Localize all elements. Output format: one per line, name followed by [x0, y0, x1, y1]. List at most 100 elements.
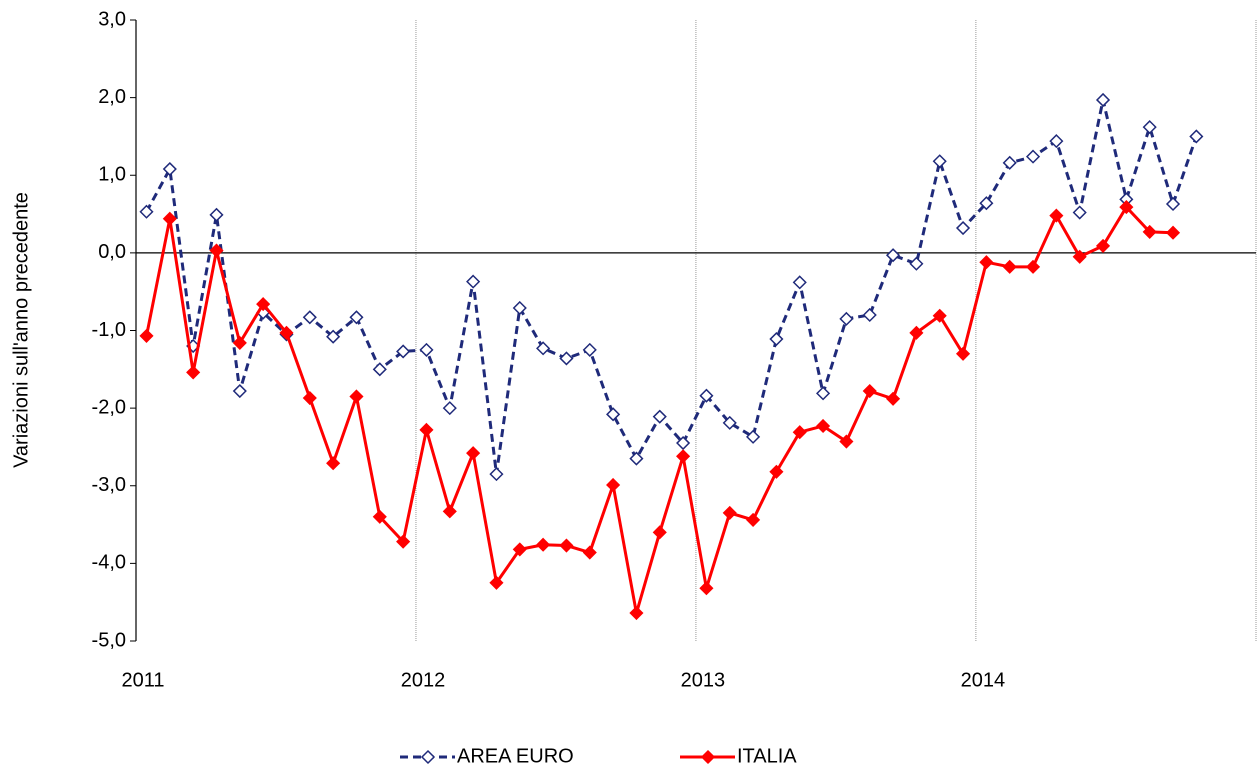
y-tick-label: -4,0 [92, 552, 126, 574]
point [885, 248, 901, 263]
legend-label: AREA EURO [457, 745, 574, 767]
point [559, 538, 574, 553]
point [419, 422, 434, 437]
point [1002, 155, 1017, 170]
y-tick-label: 0,0 [98, 241, 126, 263]
point [746, 429, 761, 444]
point [1049, 134, 1064, 149]
point [862, 307, 877, 323]
point [442, 504, 457, 519]
point [162, 161, 177, 177]
point [1025, 149, 1041, 164]
point [466, 274, 481, 289]
legend-label: ITALIA [737, 745, 797, 767]
point [1095, 92, 1111, 108]
point [1119, 200, 1134, 215]
point [979, 255, 994, 270]
point [839, 434, 854, 449]
point [162, 211, 177, 226]
point [769, 464, 784, 479]
point [512, 300, 527, 316]
legend-marker [700, 749, 716, 765]
point [1095, 238, 1111, 253]
point [256, 297, 271, 312]
point [442, 401, 457, 416]
point [652, 525, 667, 540]
point [722, 415, 737, 430]
point [606, 477, 621, 493]
y-tick-label: 2,0 [98, 86, 126, 108]
series-line [145, 99, 1198, 475]
point [326, 456, 341, 471]
point [1142, 120, 1157, 135]
y-tick-label: -1,0 [92, 319, 126, 341]
point [909, 256, 924, 271]
point [862, 383, 877, 399]
point [1025, 259, 1041, 274]
point [1165, 225, 1181, 240]
point [372, 509, 387, 524]
point [559, 351, 574, 366]
point [629, 451, 644, 466]
point [932, 308, 947, 323]
point [932, 154, 947, 169]
point [536, 537, 551, 552]
point [979, 196, 994, 211]
point [536, 341, 551, 356]
point [512, 542, 527, 557]
point [209, 243, 224, 258]
x-tick-label: 2013 [681, 669, 726, 691]
point [792, 275, 807, 290]
point [955, 220, 971, 236]
point [372, 362, 387, 377]
point [326, 329, 341, 344]
legend-marker [420, 749, 436, 765]
y-tick-label: 1,0 [98, 164, 126, 186]
point [816, 418, 831, 434]
point [1072, 249, 1087, 264]
point [816, 386, 831, 401]
point [1165, 196, 1181, 212]
point [209, 207, 224, 222]
point [419, 342, 434, 357]
point [232, 383, 247, 399]
point [582, 342, 597, 357]
point [349, 310, 364, 325]
point [186, 365, 201, 380]
point [606, 407, 621, 422]
point [909, 325, 924, 340]
point [232, 335, 247, 350]
point [489, 575, 504, 590]
point [1142, 224, 1157, 239]
point [629, 605, 644, 621]
y-tick-label: -5,0 [92, 629, 126, 651]
point [699, 388, 714, 403]
point [652, 409, 667, 424]
point [1189, 129, 1204, 144]
y-axis-label: Variazioni sull'anno precedente [10, 192, 32, 468]
x-tick-label: 2012 [401, 669, 446, 691]
point [466, 446, 481, 461]
point [1072, 205, 1087, 220]
point [885, 391, 901, 406]
point [396, 344, 411, 359]
point [396, 534, 411, 549]
point [699, 581, 714, 596]
point [279, 325, 294, 340]
point [349, 389, 364, 404]
y-tick-label: 3,0 [98, 8, 126, 30]
point [676, 449, 691, 464]
point [746, 512, 761, 527]
point [302, 310, 317, 325]
point [676, 435, 691, 451]
x-tick-label: 2014 [961, 669, 1006, 691]
y-tick-label: -3,0 [92, 474, 126, 496]
point [1002, 259, 1017, 274]
y-tick-label: -2,0 [92, 396, 126, 418]
point [489, 467, 504, 482]
point [582, 545, 597, 560]
point [302, 390, 317, 406]
point [955, 346, 971, 361]
point [792, 425, 807, 440]
